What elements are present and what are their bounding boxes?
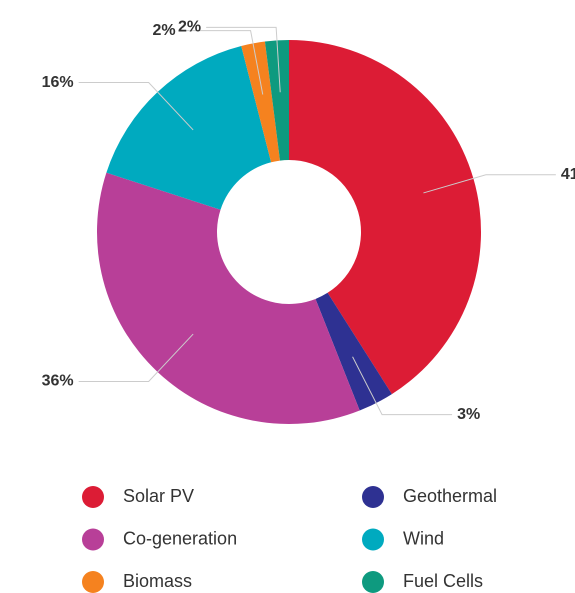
value-label: 41%	[561, 166, 575, 183]
donut-slice	[264, 40, 289, 161]
value-label: 2%	[178, 19, 201, 36]
legend-label: Fuel Cells	[403, 571, 483, 591]
leader-line	[180, 30, 264, 95]
legend-marker	[82, 486, 104, 508]
legend-marker	[362, 486, 384, 508]
donut-slice	[289, 40, 482, 395]
leader-line	[78, 82, 194, 131]
legend-label: Geothermal	[403, 486, 497, 506]
donut-slice	[97, 172, 360, 425]
leader-line	[352, 356, 453, 416]
leader-line	[78, 333, 194, 382]
legend-label: Wind	[403, 528, 444, 548]
legend-marker	[82, 528, 104, 551]
value-label: 36%	[42, 373, 74, 390]
legend-marker	[362, 528, 384, 551]
donut-slice	[315, 292, 392, 411]
value-label: 3%	[457, 406, 480, 423]
donut-slice	[106, 46, 272, 210]
legend-marker	[82, 571, 104, 593]
legend-marker	[362, 571, 384, 593]
legend-label: Co-generation	[123, 528, 237, 548]
leader-line	[423, 174, 556, 194]
value-label: 2%	[152, 22, 175, 39]
donut-slice	[241, 41, 280, 163]
leader-line	[206, 26, 281, 93]
legend-label: Biomass	[123, 571, 192, 591]
value-label: 16%	[42, 74, 74, 91]
legend-label: Solar PV	[123, 486, 194, 506]
